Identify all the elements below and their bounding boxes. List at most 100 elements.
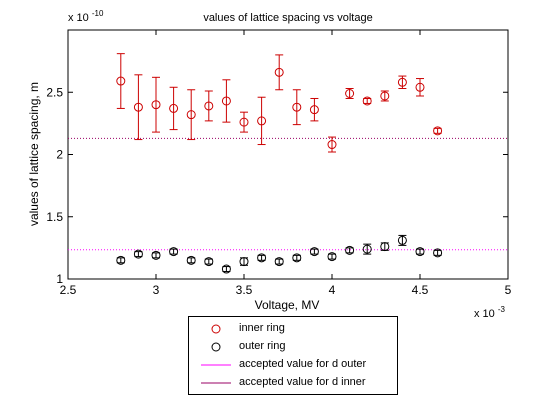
data-point bbox=[239, 257, 249, 267]
line-swatch-icon bbox=[201, 382, 231, 384]
data-point bbox=[292, 253, 302, 263]
data-point bbox=[186, 255, 196, 265]
data-marker bbox=[362, 244, 372, 254]
data-marker bbox=[204, 101, 214, 111]
legend-label: accepted value for d outer bbox=[239, 358, 367, 370]
x-tick-label: 4.5 bbox=[412, 283, 429, 297]
data-marker bbox=[345, 245, 355, 255]
legend-label: outer ring bbox=[239, 340, 286, 352]
data-point bbox=[133, 74, 143, 141]
data-marker bbox=[274, 257, 284, 267]
data-marker bbox=[151, 250, 161, 260]
data-point bbox=[362, 243, 372, 255]
data-marker bbox=[397, 235, 407, 245]
data-point bbox=[415, 78, 425, 97]
data-point bbox=[380, 242, 390, 252]
data-marker bbox=[327, 252, 337, 262]
data-marker bbox=[116, 255, 126, 265]
data-marker bbox=[257, 253, 267, 263]
data-point bbox=[415, 247, 425, 257]
data-marker bbox=[292, 102, 302, 112]
data-point bbox=[345, 245, 355, 255]
legend-label: inner ring bbox=[239, 322, 285, 334]
x-tick-label: 5 bbox=[505, 283, 512, 297]
circle-marker-icon bbox=[211, 324, 221, 334]
data-marker bbox=[257, 116, 267, 126]
data-marker bbox=[186, 110, 196, 120]
x-exponent-base: x 10 bbox=[474, 308, 495, 320]
data-point bbox=[433, 248, 443, 258]
data-marker bbox=[327, 140, 337, 150]
data-point bbox=[345, 88, 355, 99]
data-marker bbox=[204, 257, 214, 267]
data-marker bbox=[309, 105, 319, 115]
data-marker bbox=[239, 257, 249, 267]
y-tick-label: 1 bbox=[56, 272, 63, 286]
data-marker bbox=[151, 100, 161, 110]
y-exponent-power: -10 bbox=[92, 9, 104, 18]
data-point bbox=[186, 89, 196, 141]
x-axis-label: Voltage, MV bbox=[255, 298, 320, 312]
data-marker bbox=[397, 77, 407, 87]
data-point bbox=[151, 76, 161, 133]
data-point bbox=[221, 79, 231, 123]
x-exponent-power: -3 bbox=[498, 305, 506, 314]
data-point bbox=[362, 96, 372, 106]
data-point bbox=[433, 126, 443, 136]
circle-marker-icon bbox=[211, 342, 221, 352]
data-point bbox=[274, 54, 284, 91]
data-marker bbox=[433, 126, 443, 136]
data-marker bbox=[169, 247, 179, 257]
data-point bbox=[380, 90, 390, 102]
data-point bbox=[327, 252, 337, 262]
x-tick-label: 2.5 bbox=[60, 283, 77, 297]
data-point bbox=[257, 96, 267, 146]
data-marker bbox=[133, 102, 143, 112]
data-point bbox=[309, 247, 319, 257]
legend-label: accepted value for d inner bbox=[239, 376, 366, 388]
data-point bbox=[257, 253, 267, 263]
chart-title: values of lattice spacing vs voltage bbox=[203, 12, 372, 24]
data-marker bbox=[274, 67, 284, 77]
data-point bbox=[397, 234, 407, 246]
data-marker bbox=[345, 88, 355, 98]
data-marker bbox=[186, 255, 196, 265]
data-marker bbox=[133, 249, 143, 259]
x-exponent-label: x 10 -3 bbox=[474, 305, 506, 320]
data-point bbox=[239, 111, 249, 133]
plot-area bbox=[67, 29, 509, 280]
data-point bbox=[204, 257, 214, 267]
legend-item-inner-ring: inner ring bbox=[189, 321, 397, 339]
data-point bbox=[221, 264, 231, 274]
data-point bbox=[116, 255, 126, 265]
data-marker bbox=[309, 247, 319, 257]
data-marker bbox=[221, 264, 231, 274]
legend-item-d-inner: accepted value for d inner bbox=[189, 375, 397, 393]
x-tick-label: 3.5 bbox=[236, 283, 253, 297]
y-axis-label: values of lattice spacing, m bbox=[27, 82, 41, 226]
data-marker bbox=[433, 248, 443, 258]
x-tick-label: 3 bbox=[153, 283, 160, 297]
x-tick-label: 4 bbox=[329, 283, 336, 297]
data-point bbox=[169, 247, 179, 257]
y-tick-label: 1.5 bbox=[46, 210, 63, 224]
data-marker bbox=[380, 91, 390, 101]
data-point bbox=[204, 90, 214, 122]
data-point bbox=[274, 257, 284, 267]
data-point bbox=[397, 75, 407, 90]
data-marker bbox=[116, 76, 126, 86]
legend-item-d-outer: accepted value for d outer bbox=[189, 357, 397, 375]
data-point bbox=[292, 89, 302, 126]
line-swatch-icon bbox=[201, 364, 231, 366]
data-point bbox=[133, 249, 143, 259]
data-marker bbox=[362, 96, 372, 106]
legend-item-outer-ring: outer ring bbox=[189, 339, 397, 357]
data-marker bbox=[380, 242, 390, 252]
data-point bbox=[169, 86, 179, 131]
data-point bbox=[327, 136, 337, 153]
legend: inner ring outer ring accepted value for… bbox=[188, 316, 398, 395]
y-tick-label: 2 bbox=[56, 148, 63, 162]
data-point bbox=[151, 250, 161, 260]
data-point bbox=[309, 97, 319, 122]
